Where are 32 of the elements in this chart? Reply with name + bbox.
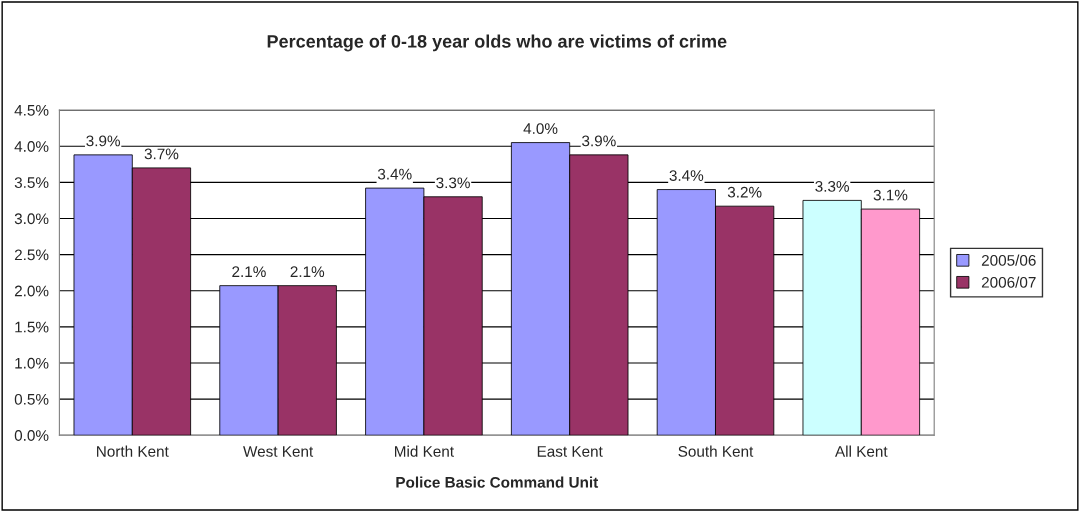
x-tick-label: East Kent (537, 446, 603, 457)
legend-label: 2005/06 (981, 254, 1036, 266)
x-tick-label: North Kent (97, 445, 169, 457)
x-tick-label: West Kent (243, 446, 314, 457)
data-label: 3.3% (436, 177, 470, 189)
chart-title: Percentage of 0-18 year olds who are victims of crime (267, 34, 727, 52)
data-label: 3.9% (582, 135, 616, 147)
data-label: 3.2% (727, 186, 762, 198)
y-tick-label: 2.5% (14, 249, 49, 261)
y-tick-label: 0.5% (14, 393, 49, 405)
x-tick-label: Mid Kent (395, 445, 454, 457)
legend-label: 2006/07 (981, 276, 1036, 288)
x-axis-title: Police Basic Command Unit (396, 476, 599, 488)
y-tick-label: 3.0% (14, 213, 49, 225)
y-tick-label: 1.0% (15, 357, 49, 369)
data-label: 3.7% (144, 148, 179, 160)
y-tick-label: 1.5% (15, 321, 49, 333)
x-tick-label: All Kent (835, 445, 888, 457)
y-tick-label: 2.0% (14, 285, 49, 297)
data-label: 3.9% (86, 135, 121, 147)
data-label: 2.1% (290, 266, 325, 278)
data-label: 3.1% (873, 189, 908, 201)
y-tick-label: 4.0% (14, 141, 49, 152)
y-tick-label: 4.5% (14, 105, 49, 116)
data-label: 2.1% (232, 266, 266, 278)
y-tick-label: 0.0% (14, 430, 49, 441)
data-label: 4.0% (523, 123, 558, 135)
data-label: 3.4% (669, 170, 704, 181)
y-tick-label: 3.5% (14, 177, 49, 189)
data-label: 3.4% (377, 168, 412, 180)
data-label: 3.3% (815, 181, 850, 192)
x-tick-label: South Kent (678, 445, 754, 457)
